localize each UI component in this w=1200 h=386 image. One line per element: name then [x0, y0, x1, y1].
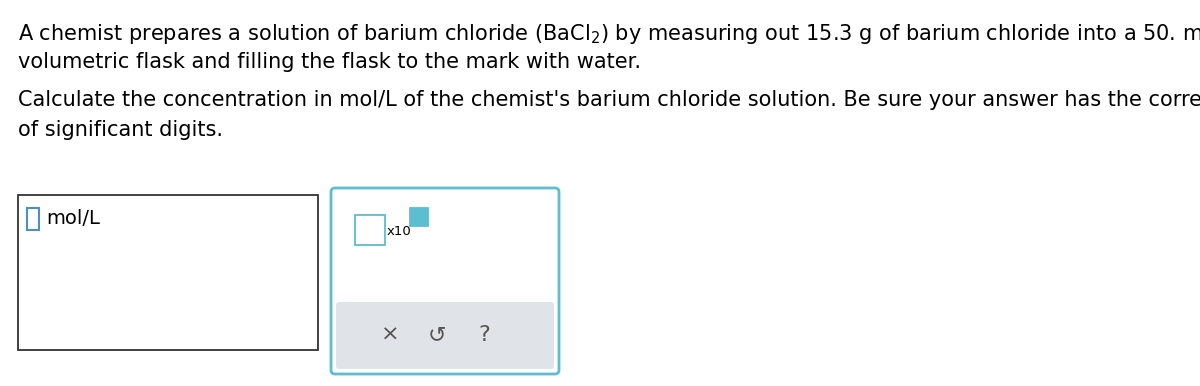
FancyBboxPatch shape: [331, 188, 559, 374]
FancyBboxPatch shape: [336, 302, 554, 369]
Text: ×: ×: [380, 325, 400, 345]
Text: Calculate the concentration in mol/L of the chemist's barium chloride solution. : Calculate the concentration in mol/L of …: [18, 90, 1200, 110]
Text: mol/L: mol/L: [46, 208, 100, 227]
Text: A chemist prepares a solution of barium chloride $\left(\mathregular{BaCl_2}\rig: A chemist prepares a solution of barium …: [18, 22, 1200, 46]
Text: ↺: ↺: [427, 325, 446, 345]
Text: ?: ?: [478, 325, 490, 345]
Text: x10: x10: [386, 225, 412, 238]
Bar: [18, 195, 318, 350]
Bar: [410, 208, 428, 226]
Text: volumetric flask and filling the flask to the mark with water.: volumetric flask and filling the flask t…: [18, 52, 641, 72]
Bar: [28, 208, 38, 230]
Text: of significant digits.: of significant digits.: [18, 120, 223, 140]
Bar: [355, 215, 385, 245]
